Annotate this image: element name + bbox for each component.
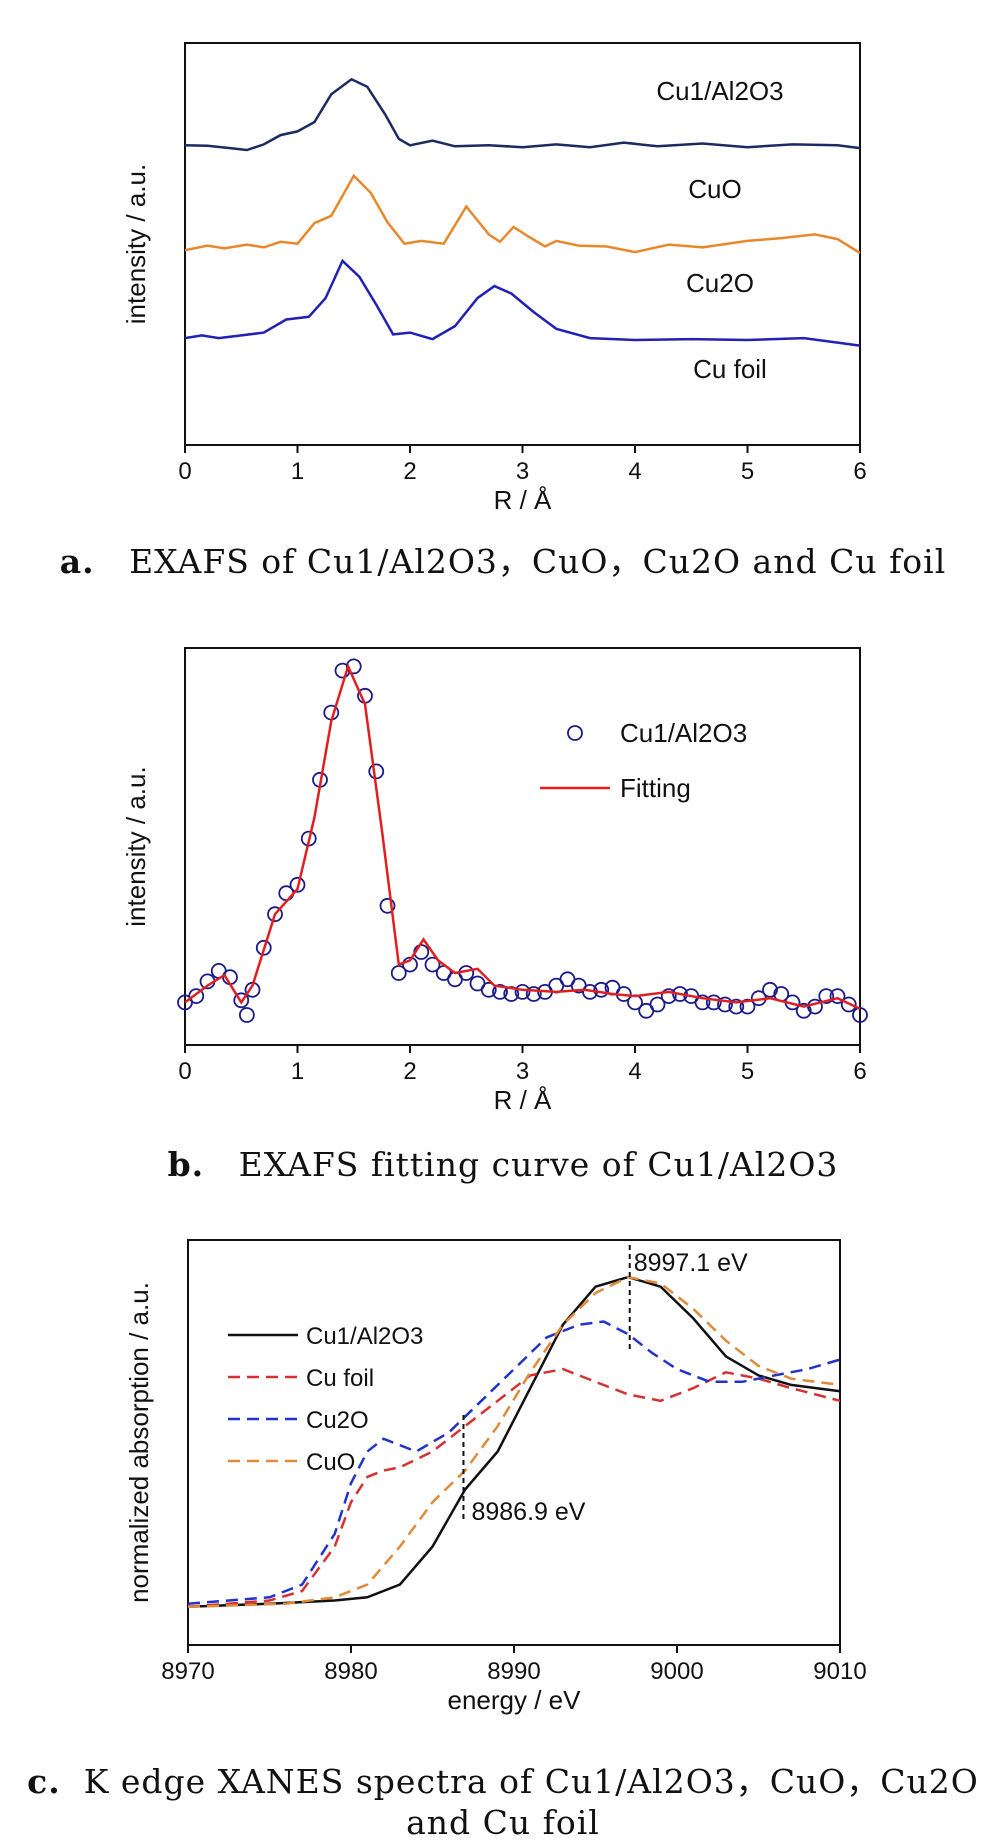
data-point — [390, 965, 407, 981]
x-axis-label: R / Å — [494, 1085, 552, 1115]
series-label: Cu2O — [686, 268, 754, 298]
caption-letter: a. — [59, 542, 95, 581]
x-tick-label: 1 — [291, 458, 304, 485]
x-tick-label: 8990 — [487, 1658, 540, 1685]
series-label: CuO — [688, 174, 741, 204]
x-tick-label: 9000 — [650, 1658, 703, 1685]
data-point — [739, 998, 756, 1015]
legend-label: Cu2O — [306, 1407, 369, 1434]
data-point — [818, 988, 835, 1005]
caption-a: a. EXAFS of Cu1/Al2O3，CuO，Cu2O and Cu fo… — [0, 535, 1006, 583]
data-point — [402, 956, 418, 973]
x-tick-label: 3 — [516, 1058, 529, 1085]
series-line-CuO — [184, 173, 861, 255]
series-line-Cu1/Al2O3 — [184, 77, 861, 152]
data-point — [525, 986, 542, 1002]
annotation-label: 8986.9 eV — [471, 1498, 585, 1526]
data-point — [649, 996, 666, 1013]
fit-line — [184, 662, 861, 1010]
data-point — [762, 981, 778, 998]
data-point — [660, 988, 677, 1005]
data-point — [829, 988, 846, 1005]
data-point — [694, 994, 711, 1011]
x-tick-label: 5 — [741, 1058, 754, 1085]
legend-label: Cu1/Al2O3 — [620, 718, 747, 748]
legend-marker-circle — [567, 725, 583, 741]
exafs-chart: 0 1 2 3 4 5 6 R / Å intensity / a.u. Cu1/Al2O3 CuO… — [121, 42, 867, 515]
caption-text: K edge XANES spectra of Cu1/Al2O3，CuO，Cu… — [83, 1762, 979, 1842]
data-point — [514, 983, 531, 1000]
data-point — [717, 996, 733, 1013]
data-point — [379, 897, 396, 914]
data-point — [255, 939, 272, 956]
data-point — [368, 763, 385, 780]
data-point — [289, 876, 306, 893]
x-tick-label: 3 — [516, 458, 529, 485]
y-axis-label: intensity / a.u. — [121, 766, 151, 926]
caption-text: EXAFS of Cu1/Al2O3，CuO，Cu2O and Cu foil — [129, 542, 947, 581]
x-tick-label: 6 — [853, 1058, 866, 1085]
legend-label: CuO — [306, 1449, 355, 1476]
legend-label: Fitting — [620, 773, 691, 803]
caption-b: b. EXAFS fitting curve of Cu1/Al2O3 — [0, 1145, 1006, 1184]
xanes-chart: 8970 8980 8990 9000 9010 energy / eV normalize… — [124, 1239, 867, 1715]
series-label: Cu1/Al2O3 — [656, 76, 783, 106]
data-point — [188, 988, 205, 1005]
plot-frame — [187, 1239, 841, 1646]
x-tick-label: 1 — [291, 1058, 304, 1085]
data-point — [492, 983, 508, 1000]
x-tick-label: 2 — [403, 458, 416, 485]
data-point — [672, 986, 688, 1002]
series-line-Cu foil — [187, 1367, 841, 1609]
data-point — [345, 658, 362, 675]
chart-panel-a: 0 1 2 3 4 5 6 R / Å intensity / a.u. Cu1/Al2O3 CuO… — [0, 0, 1006, 581]
y-axis-label: intensity / a.u. — [121, 164, 151, 324]
chart-panel-c: 8970 8980 8990 9000 9010 energy / eV normalize… — [0, 1225, 1006, 1842]
x-tick-label: 9010 — [813, 1658, 866, 1685]
legend-label: Cu1/Al2O3 — [306, 1323, 423, 1350]
data-point — [267, 906, 283, 923]
series-line-Cu2O — [187, 1320, 841, 1605]
x-tick-label: 5 — [741, 458, 754, 485]
x-tick-label: 4 — [628, 458, 641, 485]
data-point — [705, 994, 722, 1011]
x-tick-label: 0 — [178, 1058, 191, 1085]
chart-panel-b: 0 1 2 3 4 5 6 R / Å intensity / a.u. Cu1/Al2O3 Fit… — [0, 620, 1006, 1184]
data-point — [593, 981, 610, 998]
x-tick-label: 6 — [853, 458, 866, 485]
data-point — [840, 996, 857, 1013]
data-point — [424, 956, 441, 973]
series-line-CuO — [187, 1275, 841, 1609]
series-line-Cu2O — [184, 258, 861, 347]
data-point — [795, 1002, 812, 1019]
data-point — [238, 1007, 255, 1023]
caption-letter: b. — [167, 1145, 205, 1184]
series-line-Cu1/Al2O3 — [187, 1275, 841, 1609]
data-point — [233, 992, 250, 1009]
x-axis-label: R / Å — [494, 485, 552, 515]
exafs-fitting-chart: 0 1 2 3 4 5 6 R / Å intensity / a.u. Cu1/Al2O3 Fit… — [121, 647, 868, 1115]
series-label: Cu foil — [693, 354, 767, 384]
data-point — [480, 981, 497, 998]
y-axis-label: normalized absorption / a.u. — [124, 1282, 154, 1603]
data-point — [728, 998, 745, 1015]
x-tick-label: 0 — [178, 458, 191, 485]
x-tick-label: 2 — [403, 1058, 416, 1085]
annotation-label: 8997.1 eV — [634, 1249, 748, 1277]
x-axis-label: energy / eV — [448, 1685, 582, 1715]
caption-letter: c. — [27, 1762, 61, 1801]
legend-label: Cu foil — [306, 1365, 374, 1392]
x-tick-label: 8970 — [161, 1658, 214, 1685]
x-tick-label: 4 — [628, 1058, 641, 1085]
x-tick-label: 8980 — [324, 1658, 377, 1685]
caption-text: EXAFS fitting curve of Cu1/Al2O3 — [238, 1145, 839, 1184]
caption-c: c. K edge XANES spectra of Cu1/Al2O3，CuO… — [0, 1755, 1006, 1842]
